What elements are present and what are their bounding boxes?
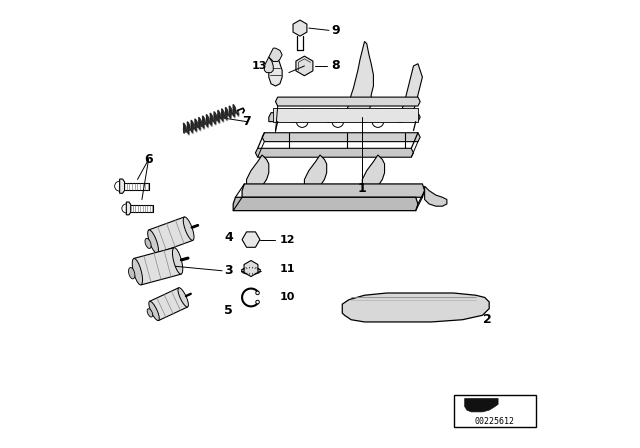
Polygon shape — [362, 155, 385, 190]
Circle shape — [256, 300, 259, 304]
Circle shape — [248, 265, 254, 271]
Polygon shape — [172, 248, 183, 274]
Text: 00225612: 00225612 — [475, 417, 515, 426]
Text: 13: 13 — [251, 61, 267, 71]
Polygon shape — [275, 97, 420, 106]
Polygon shape — [246, 155, 269, 190]
Polygon shape — [269, 113, 420, 121]
Text: 4: 4 — [224, 231, 233, 244]
Circle shape — [265, 65, 271, 71]
Polygon shape — [134, 248, 181, 285]
Polygon shape — [242, 184, 424, 197]
Circle shape — [296, 109, 308, 121]
Polygon shape — [149, 217, 193, 253]
Circle shape — [288, 112, 299, 122]
Polygon shape — [150, 288, 188, 320]
Bar — [454, 396, 536, 426]
Polygon shape — [145, 238, 151, 249]
Polygon shape — [293, 20, 307, 36]
Circle shape — [256, 291, 259, 295]
Polygon shape — [242, 232, 260, 247]
Circle shape — [248, 236, 255, 243]
Text: 5: 5 — [224, 304, 233, 317]
Circle shape — [372, 116, 383, 127]
Circle shape — [115, 181, 125, 191]
Polygon shape — [233, 197, 418, 211]
Polygon shape — [244, 260, 258, 276]
Polygon shape — [147, 309, 153, 317]
Text: 10: 10 — [280, 293, 295, 302]
Polygon shape — [273, 108, 418, 121]
Ellipse shape — [242, 267, 260, 274]
Polygon shape — [129, 267, 135, 279]
Text: 6: 6 — [144, 153, 153, 166]
Circle shape — [372, 109, 383, 121]
Circle shape — [359, 112, 370, 122]
Circle shape — [395, 112, 406, 122]
Circle shape — [324, 112, 334, 122]
Polygon shape — [305, 155, 326, 190]
Polygon shape — [400, 64, 422, 117]
Polygon shape — [132, 258, 143, 285]
Polygon shape — [149, 302, 159, 321]
Polygon shape — [424, 186, 447, 206]
Circle shape — [332, 116, 344, 127]
Polygon shape — [264, 57, 273, 73]
Polygon shape — [269, 57, 282, 86]
Circle shape — [122, 204, 131, 213]
Circle shape — [300, 61, 309, 71]
Circle shape — [397, 115, 403, 120]
Circle shape — [291, 115, 296, 120]
Polygon shape — [347, 42, 373, 115]
Polygon shape — [255, 148, 413, 157]
Polygon shape — [262, 133, 420, 142]
Circle shape — [296, 116, 308, 127]
Circle shape — [332, 109, 344, 121]
Polygon shape — [178, 288, 188, 307]
Polygon shape — [465, 399, 498, 412]
Polygon shape — [269, 48, 282, 61]
Polygon shape — [148, 230, 159, 254]
Text: 1: 1 — [358, 182, 367, 195]
Polygon shape — [342, 293, 489, 322]
Text: 9: 9 — [331, 24, 340, 37]
Text: 12: 12 — [280, 235, 296, 245]
Circle shape — [326, 115, 332, 120]
Polygon shape — [120, 179, 125, 193]
Text: 8: 8 — [331, 60, 340, 73]
Polygon shape — [296, 56, 313, 76]
Polygon shape — [183, 217, 194, 241]
Text: 3: 3 — [224, 264, 233, 277]
Text: 2: 2 — [483, 313, 492, 326]
Circle shape — [362, 115, 367, 120]
Polygon shape — [126, 202, 131, 215]
Text: 7: 7 — [242, 115, 251, 128]
Text: 11: 11 — [280, 263, 296, 274]
